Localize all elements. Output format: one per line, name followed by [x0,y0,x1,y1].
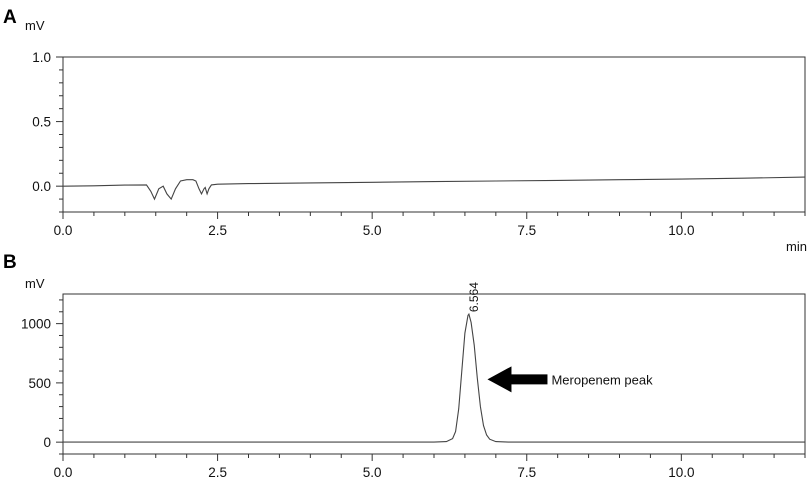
y-tick-label: 500 [28,376,51,391]
chromatogram-panel-b: B mV 0 500 1000 0.0 2.5 5.0 7.5 10.0 6.564 Mer… [3,252,806,480]
peak-retention-time-label: 6.564 [467,282,481,312]
y-tick-label: 0 [43,435,51,450]
x-tick-label: 2.5 [208,465,227,480]
x-axis-unit-a: min [786,239,807,254]
y-tick-label: 0.0 [32,179,51,194]
y-tick-label: 1000 [21,317,51,332]
x-tick-label: 7.5 [517,223,536,238]
x-ticks-a: 0.0 2.5 5.0 7.5 10.0 [54,212,694,238]
x-ticks-b: 0.0 2.5 5.0 7.5 10.0 [54,454,694,480]
x-tick-label: 0.0 [54,465,73,480]
plot-frame-b [62,293,806,455]
y-tick-label: 1.0 [32,50,51,65]
x-minor-ticks-a [93,212,806,216]
panel-label-b: B [3,252,17,273]
x-tick-label: 5.0 [363,465,382,480]
x-tick-label: 10.0 [668,223,694,238]
plot-frame-a [62,56,806,213]
y-axis-unit-b: mV [25,276,45,291]
meropenem-peak-annotation: Meropenem peak [551,372,653,387]
y-minor-ticks-b [59,299,63,455]
x-tick-label: 2.5 [208,223,227,238]
panel-label-a: A [3,7,17,28]
y-tick-label: 0.5 [32,115,51,130]
y-axis-unit-a: mV [25,18,45,33]
y-ticks-a: 0.0 0.5 1.0 [32,50,63,194]
x-tick-label: 10.0 [668,465,694,480]
y-ticks-b: 0 500 1000 [21,317,63,450]
x-minor-ticks-b [93,454,806,458]
y-minor-ticks-a [59,69,63,213]
chromatogram-trace-b [63,312,805,443]
x-tick-label: 7.5 [517,465,536,480]
x-tick-label: 5.0 [363,223,382,238]
left-arrow-icon [487,366,548,393]
chromatogram-panel-a: A mV 0.0 0.5 1.0 0.0 2.5 5.0 7.5 10.0 min [3,7,807,254]
x-tick-label: 0.0 [54,223,73,238]
chromatogram-trace-a [62,176,806,201]
